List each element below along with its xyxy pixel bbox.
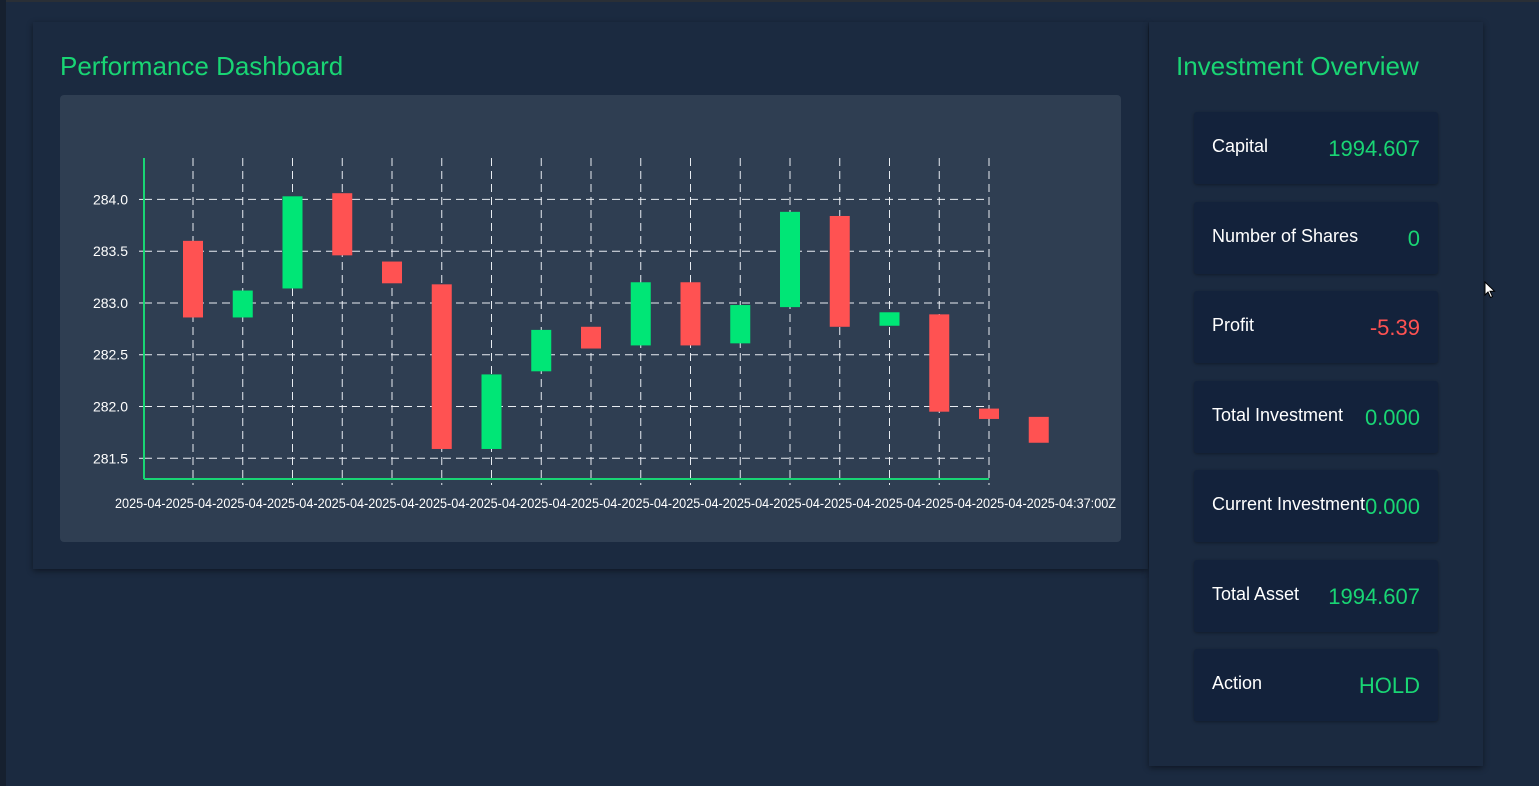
metric-label: Number of Shares — [1212, 226, 1359, 246]
window-top-border — [0, 0, 1539, 2]
performance-title: Performance Dashboard — [60, 51, 344, 81]
metric-value: 0 — [1407, 226, 1420, 251]
performance-panel: Performance Dashboard 284.0 283.5 283.0 282… — [33, 22, 1148, 569]
metric-value: 0.000 — [1364, 405, 1420, 430]
y-tick-label: 283.0 — [93, 295, 128, 311]
metric-value: HOLD — [1358, 673, 1420, 698]
candle-up — [282, 196, 303, 289]
y-tick-label: 281.5 — [93, 450, 128, 466]
candle-up — [531, 329, 552, 372]
candle-down — [1028, 416, 1049, 443]
x-tick-labels: 2025-04-2025-04-2025-04-2025-04-2025-04-… — [115, 495, 1116, 511]
candle-up — [879, 312, 900, 326]
metric-total-asset: Total Asset 1994.607 — [1194, 560, 1438, 632]
y-tick-label: 283.5 — [93, 243, 128, 259]
candle-down — [829, 215, 850, 327]
metric-label: Profit — [1212, 315, 1255, 335]
y-tick-label: 282.0 — [93, 399, 128, 415]
candle-down — [382, 261, 402, 284]
candle-down — [332, 193, 353, 256]
left-edge-strip — [0, 0, 6, 786]
candlestick-chart-card: 284.0 283.5 283.0 282.5 282.0 281.5 2025-04-20… — [60, 95, 1121, 542]
candlestick-chart: 284.0 283.5 283.0 282.5 282.0 281.5 2025-04-20… — [93, 158, 1116, 511]
candle-down — [979, 408, 999, 419]
y-tick-label: 284.0 — [93, 191, 128, 207]
candle-down — [183, 240, 203, 318]
candle-down — [680, 282, 701, 346]
metric-capital: Capital 1994.607 — [1194, 112, 1438, 184]
investment-overview-panel: Investment Overview Capital 1994.607 Num… — [1149, 22, 1483, 766]
candle-up — [232, 290, 253, 318]
metric-value: 1994.607 — [1328, 136, 1420, 161]
metric-label: Current Investment — [1212, 494, 1366, 514]
metric-value: 1994.607 — [1328, 584, 1420, 609]
metric-profit: Profit -5.39 — [1194, 291, 1438, 363]
candle-down — [431, 284, 452, 449]
candle-down — [581, 326, 601, 349]
candle-down — [929, 314, 950, 412]
metric-number-of-shares: Number of Shares 0 — [1194, 202, 1438, 274]
metric-value: -5.39 — [1369, 315, 1420, 340]
metric-current-investment: Current Investment 0.000 — [1194, 470, 1438, 542]
metric-label: Total Investment — [1212, 405, 1344, 425]
metric-label: Capital — [1212, 136, 1269, 156]
candle-up — [630, 282, 651, 346]
metric-total-investment: Total Investment 0.000 — [1194, 381, 1438, 453]
metric-label: Total Asset — [1212, 584, 1300, 604]
candle-up — [730, 305, 751, 344]
metric-action: Action HOLD — [1194, 649, 1438, 721]
metric-label: Action — [1212, 673, 1263, 693]
candle-up — [780, 211, 800, 308]
metric-value: 0.000 — [1364, 494, 1420, 519]
investment-overview-title: Investment Overview — [1176, 51, 1419, 81]
candle-up — [481, 374, 502, 449]
mouse-pointer-icon — [1484, 281, 1496, 299]
y-tick-label: 282.5 — [93, 347, 128, 363]
